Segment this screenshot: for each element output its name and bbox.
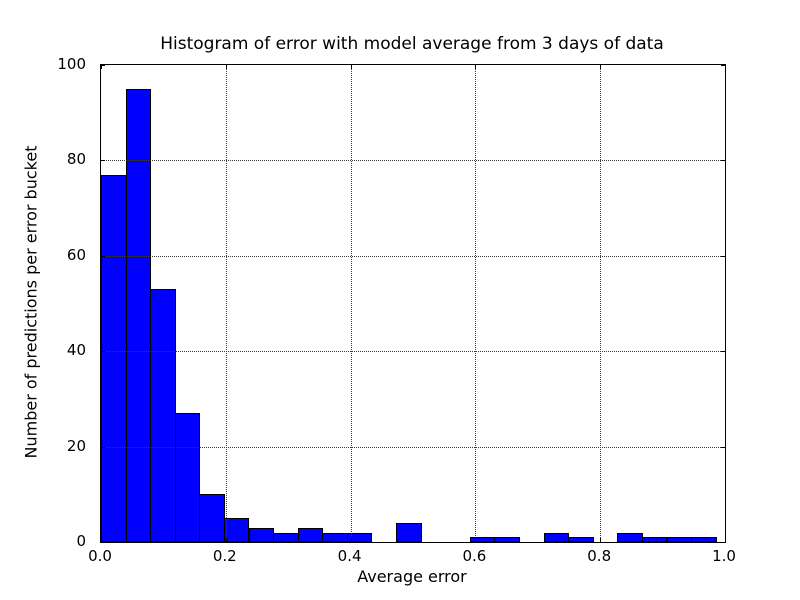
tick-mark: [721, 446, 725, 448]
tick-mark: [101, 538, 102, 542]
chart-title: Histogram of error with model average fr…: [160, 34, 664, 54]
y-tick-label: 40: [66, 341, 86, 360]
histogram-bar: [273, 532, 299, 542]
histogram-bar: [617, 532, 643, 542]
gridline: [600, 65, 602, 542]
plot-area: [100, 64, 726, 543]
x-tick-labels: 0.0 0.2 0.4 0.6 0.8 1.0: [88, 547, 736, 567]
histogram-bar: [469, 537, 496, 542]
histogram-bar: [322, 532, 348, 542]
tick-mark: [225, 538, 227, 542]
tick-mark: [721, 65, 725, 66]
tick-mark: [725, 538, 726, 542]
x-tick-label: 0.2: [212, 547, 237, 565]
tick-mark: [101, 446, 105, 448]
x-tick-label: 0.0: [88, 547, 112, 565]
histogram-bar: [199, 494, 225, 542]
tick-mark: [101, 351, 105, 353]
y-tick-label: 100: [57, 55, 86, 73]
x-tick-label: 0.6: [462, 547, 487, 565]
tick-mark: [350, 65, 352, 69]
gridline: [475, 65, 477, 542]
x-tick-label: 0.4: [337, 547, 362, 565]
histogram-bar: [641, 537, 668, 542]
tick-mark: [475, 65, 477, 69]
tick-mark: [721, 255, 725, 257]
tick-mark: [721, 542, 725, 543]
tick-mark: [101, 255, 105, 257]
histogram-bar: [248, 527, 275, 542]
histogram-bar: [297, 527, 324, 542]
tick-mark: [101, 542, 105, 543]
tick-mark: [475, 538, 477, 542]
x-axis-label: Average error: [357, 567, 467, 586]
histogram-bar: [666, 537, 693, 542]
histogram-bar: [396, 522, 422, 542]
histogram-bar: [543, 532, 570, 542]
histogram-bar: [494, 537, 520, 542]
histogram-bar: [125, 88, 152, 542]
y-tick-label: 0: [76, 532, 86, 550]
gridline: [101, 160, 725, 162]
histogram-bar: [691, 537, 717, 542]
histogram-bar: [346, 532, 373, 542]
histogram-bar: [150, 289, 176, 542]
gridline: [350, 65, 352, 542]
tick-mark: [101, 65, 105, 66]
histogram-bar: [568, 537, 594, 542]
gridline: [101, 255, 725, 257]
tick-mark: [225, 65, 227, 69]
tick-mark: [725, 65, 726, 69]
gridline: [225, 65, 227, 542]
tick-mark: [600, 538, 602, 542]
tick-mark: [101, 160, 105, 162]
histogram-bar: [174, 413, 201, 542]
x-tick-label: 0.8: [587, 547, 612, 565]
histogram-bar: [101, 174, 127, 542]
y-tick-label: 20: [66, 436, 86, 455]
tick-mark: [101, 65, 102, 69]
x-tick-label: 1.0: [712, 547, 736, 565]
histogram-bar: [223, 518, 250, 542]
tick-mark: [721, 351, 725, 353]
gridline: [101, 446, 725, 448]
y-tick-label: 80: [66, 150, 86, 169]
tick-mark: [721, 160, 725, 162]
y-tick-labels: 0 20 40 60 80 100: [0, 55, 92, 550]
tick-mark: [600, 65, 602, 69]
tick-mark: [350, 538, 352, 542]
gridline: [101, 351, 725, 353]
y-tick-label: 60: [66, 245, 86, 264]
